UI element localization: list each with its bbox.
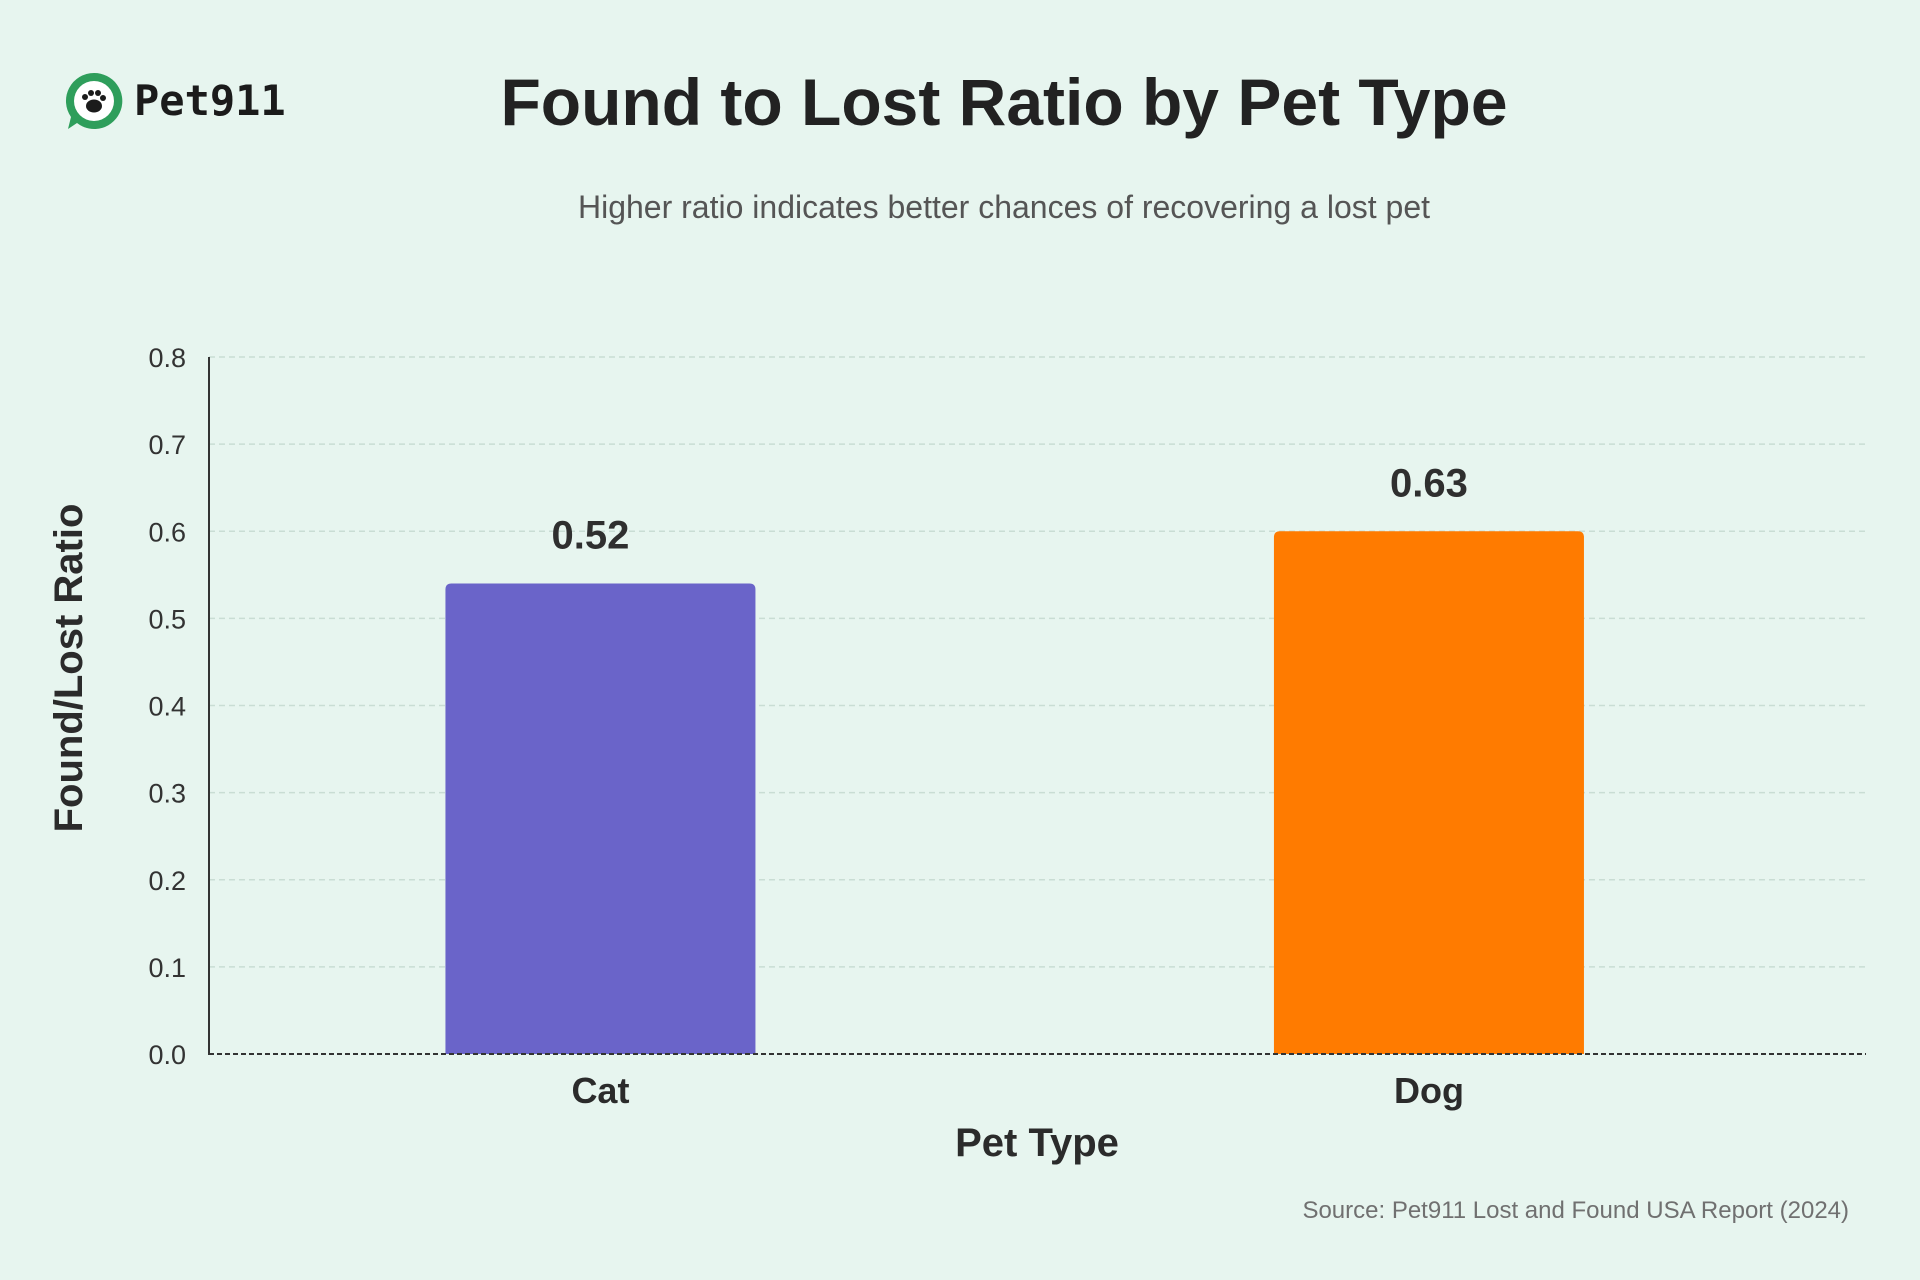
x-tick-label-dog: Dog — [1394, 1070, 1464, 1111]
y-tick-label: 0.5 — [148, 604, 186, 634]
y-tick-label: 0.1 — [148, 953, 186, 983]
x-axis-title: Pet Type — [955, 1121, 1119, 1165]
brand-name: Pet911 — [134, 76, 286, 125]
y-tick-label: 0.0 — [148, 1040, 186, 1070]
source-note: Source: Pet911 Lost and Found USA Report… — [1302, 1197, 1849, 1224]
y-tick-label: 0.4 — [148, 692, 186, 722]
y-tick-label: 0.2 — [148, 866, 186, 896]
chart-subtitle: Higher ratio indicates better chances of… — [578, 189, 1430, 225]
y-tick-label: 0.3 — [148, 779, 186, 809]
y-axis-ticks: 0.0 0.1 0.2 0.3 0.4 0.5 0.6 0.7 0.8 — [148, 343, 186, 1070]
value-label-cat: 0.52 — [552, 514, 630, 558]
bar-cat — [445, 583, 756, 1054]
category-labels: Cat Dog — [571, 1070, 1463, 1111]
value-labels: 0.52 0.63 — [552, 461, 1468, 557]
bars — [445, 531, 1584, 1054]
chart-title: Found to Lost Ratio by Pet Type — [500, 65, 1507, 139]
bar-dog — [1273, 531, 1584, 1054]
paw-chat-bubble-icon — [65, 72, 123, 129]
y-tick-label: 0.7 — [148, 430, 186, 460]
y-axis-title: Found/Lost Ratio — [47, 504, 91, 833]
brand-logo: Pet911 — [65, 72, 286, 129]
value-label-dog: 0.63 — [1390, 461, 1468, 505]
x-tick-label-cat: Cat — [571, 1070, 629, 1111]
y-tick-label: 0.8 — [148, 343, 186, 373]
gridlines — [209, 356, 1866, 968]
y-tick-label: 0.6 — [148, 517, 186, 547]
